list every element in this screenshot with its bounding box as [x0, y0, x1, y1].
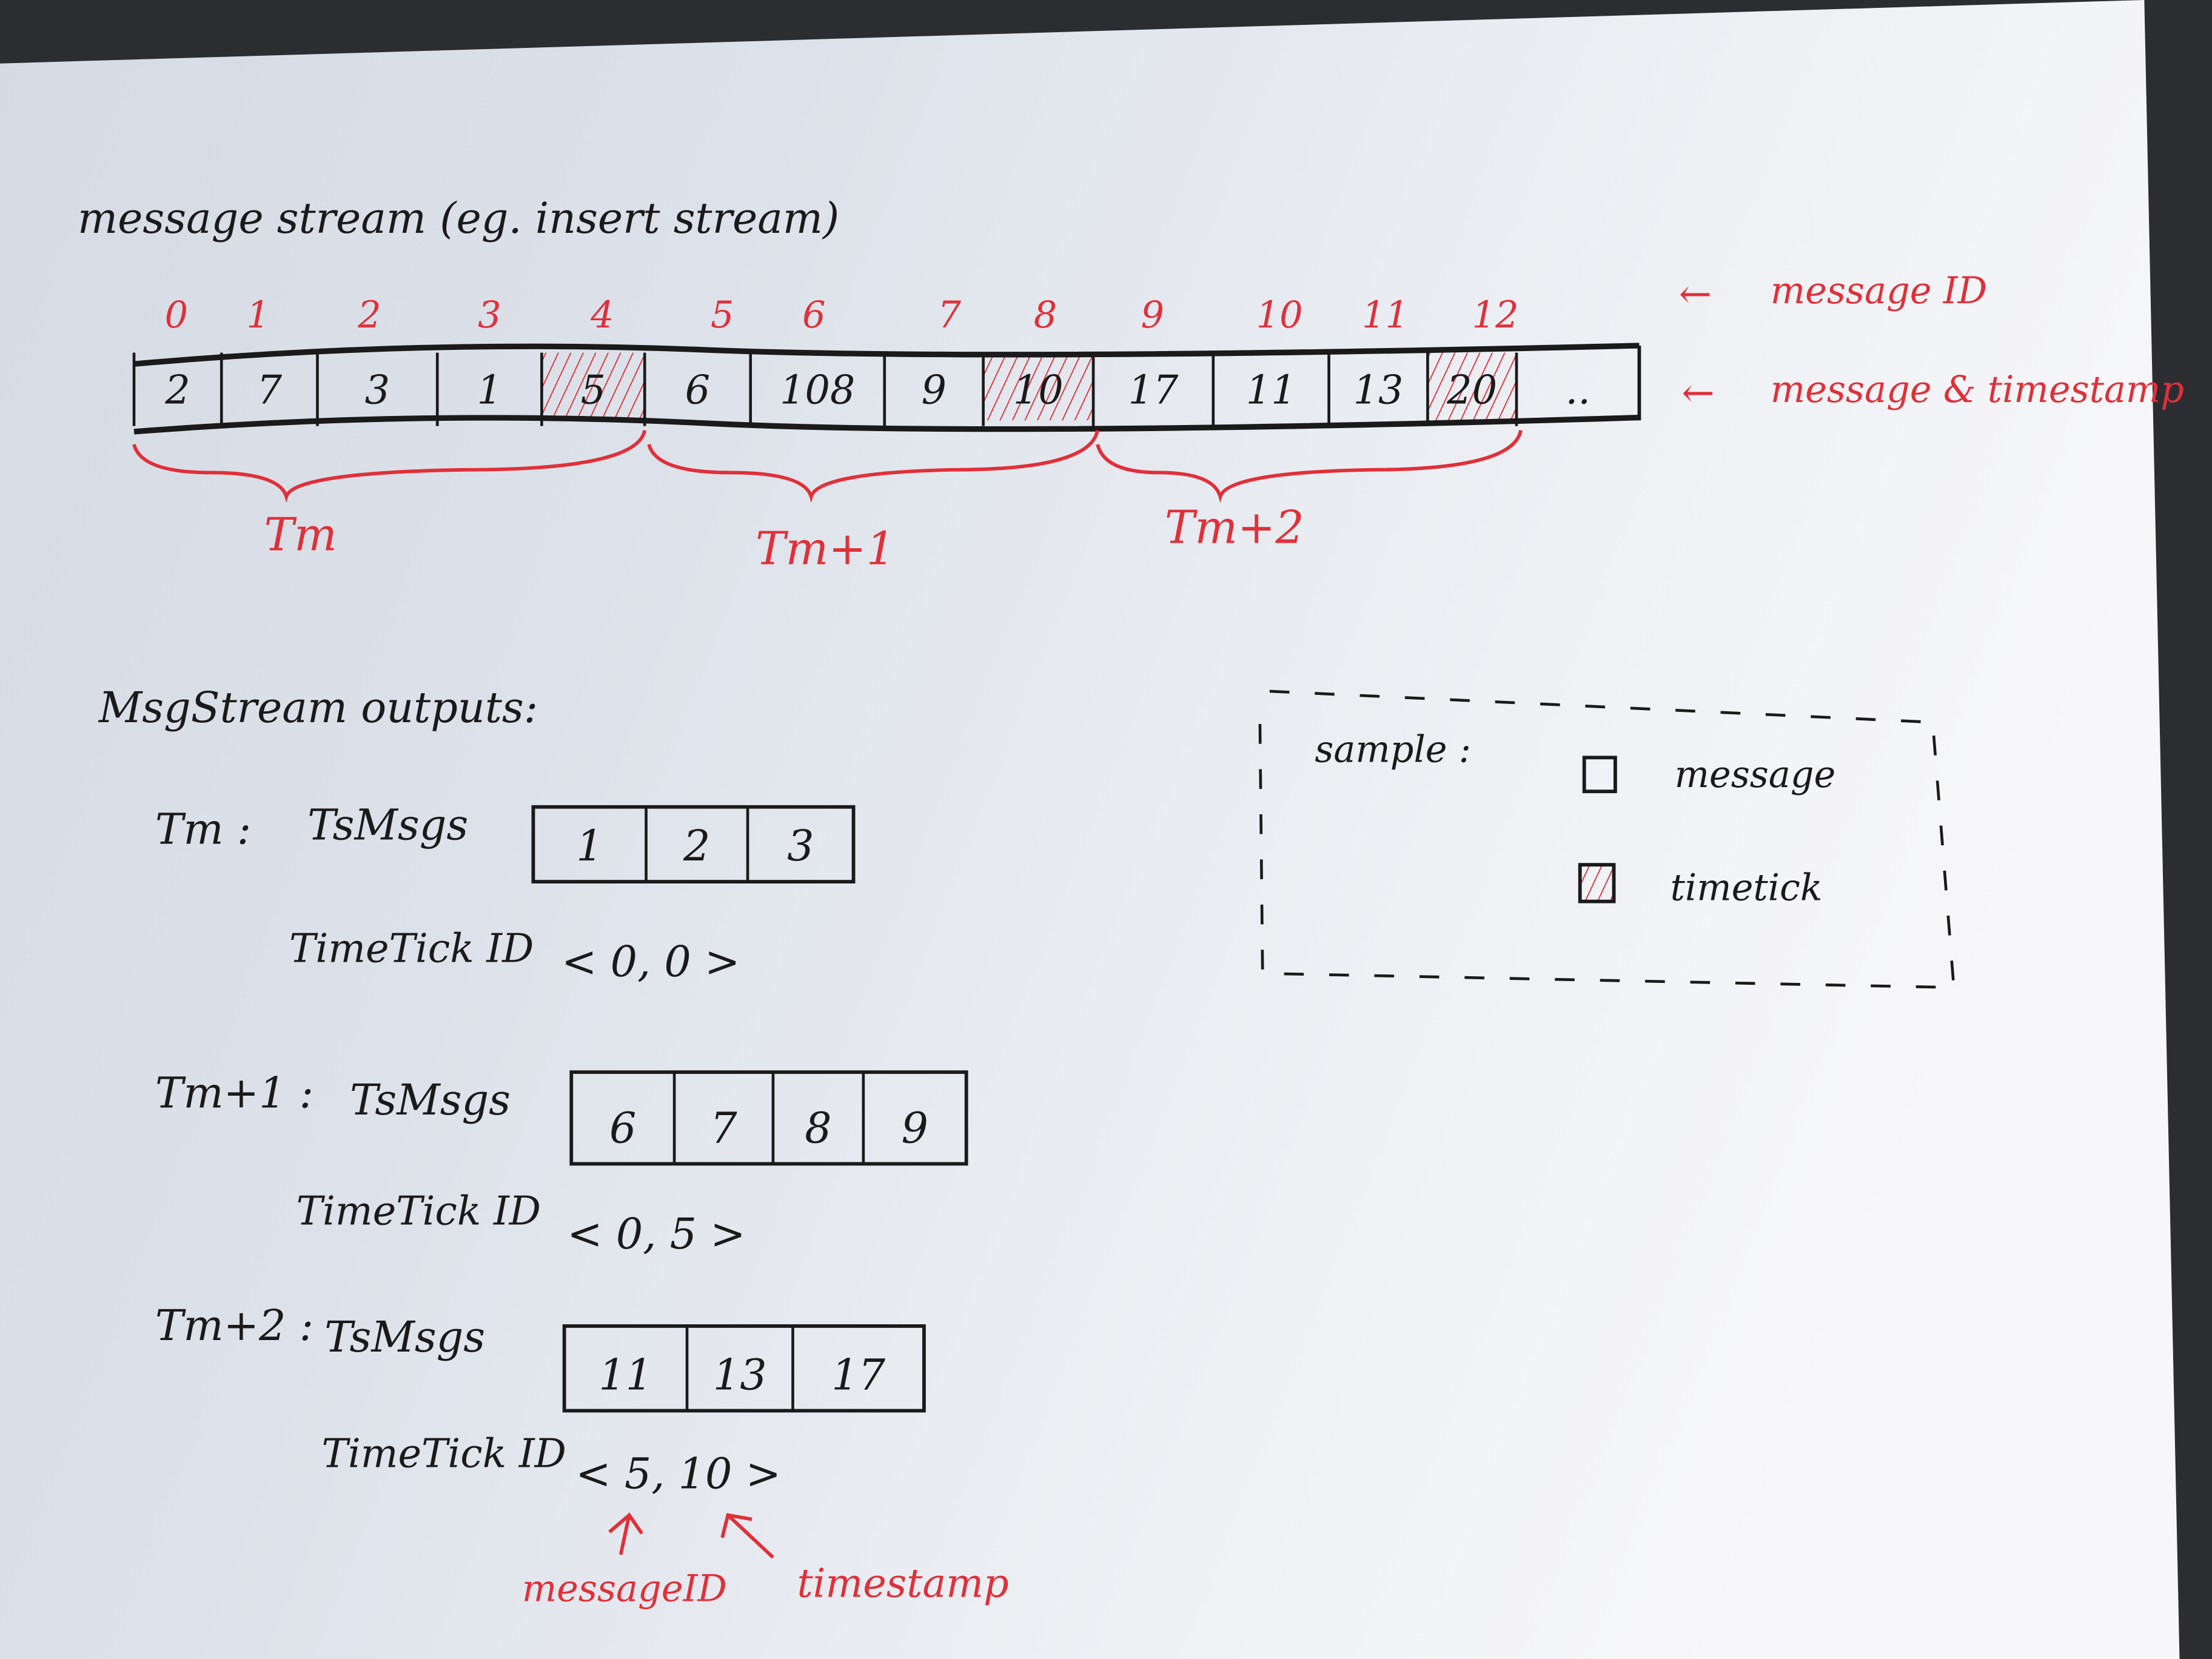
tsmsg-value: 2: [683, 822, 710, 871]
message-cell: 17: [1091, 352, 1179, 426]
tsmsg-value: 7: [710, 1104, 737, 1153]
tsmsg-value: 17: [831, 1351, 885, 1400]
message-cell: 6: [643, 352, 710, 426]
cell-value: 9: [921, 367, 946, 413]
cell-value: 6: [685, 367, 710, 413]
tsmsg-value: 13: [713, 1351, 767, 1400]
message-id-label: 3: [478, 294, 501, 337]
output-row: Tm+1 : TsMsgs 6 7 8 9 TimeTick ID < 0, 5 >: [155, 1068, 968, 1259]
timetick-id-label: TimeTick ID: [297, 1188, 541, 1234]
diagram-title: message stream (eg. insert stream): [78, 194, 839, 243]
message-timestamp-annotation: message & timestamp: [1771, 369, 2184, 411]
timetick-id-label: TimeTick ID: [289, 927, 534, 972]
row-label: Tm :: [155, 805, 251, 854]
tsmsg-value: 3: [787, 822, 814, 871]
tsmsgs-box: [569, 1070, 968, 1166]
message-square-icon: [1582, 756, 1617, 794]
message-id-label: 0: [165, 294, 188, 337]
row-label: Tm+1 :: [155, 1068, 313, 1118]
message-cell: 9: [883, 352, 947, 426]
outputs: Tm : TsMsgs 1 2 3 TimeTick ID < 0, 0 > Tm+1 : Ts…: [155, 800, 968, 1498]
cell-value: 2: [164, 367, 190, 413]
timetick-id-value: < 5, 10 >: [575, 1449, 781, 1498]
cell-value: ..: [1566, 367, 1590, 413]
message-id-label: 9: [1141, 294, 1164, 337]
legend-title: sample :: [1315, 728, 1471, 771]
cell-value: 17: [1128, 367, 1179, 413]
message-cell: 13: [1327, 352, 1404, 426]
arrowhead: [720, 1513, 752, 1538]
tsmsg-value: 9: [902, 1104, 928, 1153]
message-id-label: 2: [357, 294, 381, 337]
message-cell: 11: [1212, 352, 1296, 426]
message-id-label: 1: [247, 294, 270, 337]
tsmsg-value: 8: [805, 1104, 831, 1153]
message-cell: ..: [1515, 352, 1590, 426]
tsmsgs-box: [531, 805, 856, 883]
legend-box: sample : message timetick: [1258, 689, 1956, 989]
message-cell: 3: [316, 352, 390, 426]
cell-value: 20: [1446, 367, 1497, 413]
cell-value: 11: [1246, 367, 1296, 413]
message-id-label: 4: [590, 294, 614, 337]
message-id-annotation: message ID: [1771, 270, 1987, 312]
message-cell: 2: [132, 352, 190, 426]
tsmsgs-label: TsMsgs: [307, 800, 468, 850]
group-brace: [1096, 429, 1523, 503]
message-id-label: 10: [1256, 294, 1303, 337]
tsmsg-value: 6: [609, 1104, 636, 1153]
note-timestamp: timestamp: [797, 1561, 1008, 1607]
cell-value: 13: [1353, 367, 1404, 413]
note-message-id: messageID: [522, 1568, 727, 1610]
legend-timetick: timetick: [1671, 866, 1823, 909]
row-label: Tm+2 :: [155, 1301, 313, 1350]
cell-value: 3: [365, 367, 390, 413]
arrowhead: [608, 1512, 643, 1535]
legend-message: message: [1675, 754, 1836, 796]
message-id-label: 11: [1362, 294, 1409, 337]
group-label: Tm+2: [1165, 501, 1304, 554]
timetick-cell: 5: [540, 352, 645, 426]
tsmsgs-box: [562, 1324, 926, 1413]
group-label: Tm+1: [756, 523, 895, 575]
arrow-left-icon: ←: [1681, 370, 1715, 416]
message-cell: 108: [749, 352, 855, 426]
timetick-id-value: < 0, 5 >: [567, 1210, 745, 1259]
tsmsg-value: 1: [576, 822, 603, 871]
arrow-up-left-icon: [726, 1513, 774, 1559]
timetick-id-label: TimeTick ID: [321, 1432, 566, 1477]
output-row: Tm+2 : TsMsgs 11 13 17 TimeTick ID < 5, 10 >: [155, 1301, 926, 1498]
time-groups: Tm Tm+1 Tm+2: [132, 429, 1523, 575]
timetick-cell: 20: [1426, 352, 1517, 426]
tsmsgs-label: TsMsgs: [324, 1313, 485, 1362]
message-cell: 1: [435, 352, 502, 426]
message-id-label: 6: [802, 294, 825, 337]
message-id-label: 5: [711, 294, 734, 337]
cell-value: 1: [477, 367, 502, 413]
arrow-left-icon: ←: [1679, 272, 1712, 317]
message-cell: 7: [220, 352, 283, 426]
message-stream: 2 7 3 1 5 6 108 9 10 17 11 13 20..: [132, 343, 1641, 435]
tsmsgs-label: TsMsgs: [350, 1076, 511, 1125]
cell-value: 5: [581, 367, 606, 413]
arrow-up-icon: [618, 1515, 631, 1555]
timetick-cell: 10: [982, 352, 1094, 426]
cell-value: 10: [1013, 367, 1064, 413]
message-id-label: 7: [938, 294, 962, 337]
group-brace: [132, 429, 647, 503]
message-id-label: 8: [1034, 294, 1057, 337]
tsmsg-value: 11: [598, 1351, 652, 1400]
message-id-label: 12: [1472, 294, 1519, 337]
timetick-hatched-square-icon: [1578, 863, 1616, 903]
cell-value: 7: [257, 367, 283, 413]
group-brace: [647, 429, 1099, 503]
timetick-id-value: < 0, 0 >: [561, 937, 740, 987]
outputs-heading: MsgStream outputs:: [98, 683, 538, 732]
cell-value: 108: [780, 367, 855, 413]
group-label: Tm: [264, 508, 337, 561]
message-id-row: 0 1 2 3 4 5 6 7 8 9 10 11 12: [165, 294, 1519, 337]
output-row: Tm : TsMsgs 1 2 3 TimeTick ID < 0, 0 >: [155, 800, 856, 987]
